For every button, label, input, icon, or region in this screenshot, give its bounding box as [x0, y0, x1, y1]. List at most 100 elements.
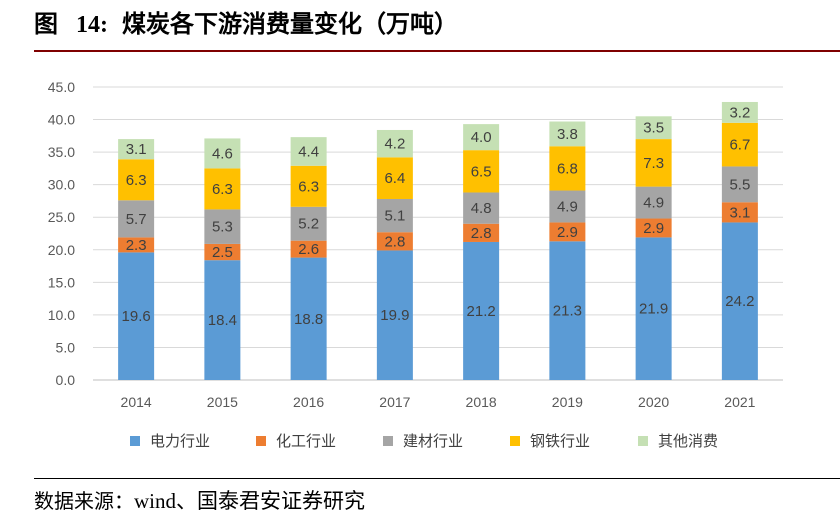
legend-swatch: [510, 436, 520, 446]
legend-label: 电力行业: [150, 432, 210, 450]
source-rule: [34, 478, 840, 479]
bar-segment: [376, 250, 413, 380]
source-note: 数据来源：wind、国泰君安证券研究: [34, 486, 365, 516]
figure-label: 图: [34, 9, 58, 38]
bar-stack: 19.6 2.3 5.7 6.3 3.1: [118, 139, 155, 380]
bar-segment: [376, 157, 413, 199]
data-label: 21.9: [639, 301, 668, 318]
data-label: 2.3: [126, 237, 147, 254]
data-label: 2.6: [298, 241, 319, 258]
data-label: 6.3: [126, 172, 147, 189]
data-label: 18.8: [294, 311, 323, 328]
x-tick-label: 2018: [466, 394, 497, 410]
legend-item: 其他消费: [638, 432, 718, 450]
bar-segment: [721, 166, 758, 203]
bar-segment: [118, 159, 155, 201]
bar-stack: 21.2 2.8 4.8 6.5 4.0: [463, 124, 500, 380]
data-label: 5.2: [298, 216, 319, 233]
bar-segment: [118, 237, 155, 253]
data-label: 4.4: [298, 143, 319, 160]
data-label: 7.3: [643, 155, 664, 172]
data-label: 4.9: [643, 195, 664, 212]
x-tick-label: 2017: [379, 394, 410, 410]
bar-segment: [549, 190, 586, 223]
legend-swatch: [383, 436, 393, 446]
data-label: 4.0: [471, 129, 492, 146]
bar-segment: [290, 206, 327, 241]
legend-item: 电力行业: [130, 432, 210, 450]
source-prefix: 数据来源：: [34, 489, 134, 513]
bar-segment: [549, 241, 586, 380]
bar-segment: [721, 202, 758, 223]
y-tick-label: 45.0: [48, 79, 75, 95]
bar-segment: [635, 218, 672, 238]
bar-segment: [204, 168, 241, 210]
bar-stack: 21.3 2.9 4.9 6.8 3.8: [549, 121, 586, 380]
x-tick-label: 2019: [552, 394, 583, 410]
data-label: 21.2: [467, 303, 496, 320]
bar-segment: [290, 240, 327, 258]
y-tick-label: 5.0: [56, 339, 76, 355]
title-rule: [34, 50, 840, 52]
data-label: 6.4: [384, 170, 405, 187]
bar-segment: [463, 192, 500, 224]
x-tick-label: 2020: [638, 394, 669, 410]
data-label: 4.9: [557, 198, 578, 215]
legend-item: 钢铁行业: [510, 432, 590, 450]
y-axis: 0.0 5.0 10.0 15.0 20.0 25.0 30.0 35.0 40.0 45.0: [48, 79, 75, 388]
bar-stack: 24.2 3.1 5.5 6.7 3.2: [721, 101, 758, 380]
bar-segment: [721, 222, 758, 380]
bar-stack: 18.4 2.5 5.3 6.3 4.6: [204, 138, 241, 380]
data-label: 6.7: [729, 137, 750, 154]
legend-label: 钢铁行业: [530, 432, 590, 450]
x-axis: 2014 2015 2016 2017 2018 2019 2020 2021: [121, 394, 756, 410]
legend-item: 化工行业: [256, 432, 336, 450]
gridlines: [93, 86, 783, 381]
bar-segment: [204, 138, 241, 169]
bar-segment: [635, 237, 672, 380]
data-label: 24.2: [725, 293, 754, 310]
x-tick-label: 2021: [724, 394, 755, 410]
data-label: 2.9: [643, 220, 664, 237]
data-label: 2.9: [557, 224, 578, 241]
data-label: 4.2: [384, 136, 405, 153]
figure-title-text: 煤炭各下游消费量变化（万吨）: [122, 9, 458, 38]
source-text: wind、国泰君安证券研究: [134, 489, 365, 513]
data-label: 5.3: [212, 219, 233, 236]
bar-segment: [290, 165, 327, 207]
legend-label: 其他消费: [658, 432, 718, 450]
legend-label: 化工行业: [276, 432, 336, 450]
bar-segment: [118, 200, 155, 238]
data-label: 6.5: [471, 163, 492, 180]
data-label: 2.8: [471, 225, 492, 242]
bar-segment: [463, 150, 500, 193]
legend-label: 建材行业: [403, 432, 463, 450]
y-tick-label: 35.0: [48, 144, 75, 160]
x-tick-label: 2014: [121, 394, 152, 410]
bar-segment: [290, 137, 327, 166]
bar-segment: [204, 260, 241, 380]
bar-segment: [549, 146, 586, 191]
y-tick-label: 25.0: [48, 209, 75, 225]
data-label: 6.8: [557, 160, 578, 177]
bar-segment: [549, 121, 586, 147]
legend-item: 建材行业: [383, 432, 463, 450]
bar-segment: [118, 139, 155, 160]
data-label: 19.6: [122, 308, 151, 325]
data-label: 21.3: [553, 303, 582, 320]
bar-segment: [204, 243, 241, 261]
bar-stack: 18.8 2.6 5.2 6.3 4.4: [290, 137, 327, 380]
data-label: 3.1: [126, 141, 147, 158]
data-label: 5.5: [729, 176, 750, 193]
bar-segment: [635, 139, 672, 187]
data-label: 3.8: [557, 126, 578, 143]
bar-segment: [376, 232, 413, 251]
data-label: 18.4: [208, 312, 237, 329]
bar-segment: [635, 186, 672, 219]
bar-segment: [204, 209, 241, 244]
x-tick-label: 2016: [293, 394, 324, 410]
data-label: 19.9: [380, 307, 409, 324]
y-tick-label: 20.0: [48, 242, 75, 258]
bar-stacks: 19.6 2.3 5.7 6.3 3.1 18.4 2.5 5.3 6.3 4.6 18.8 2.6 5…: [118, 101, 758, 380]
y-tick-label: 30.0: [48, 177, 75, 193]
